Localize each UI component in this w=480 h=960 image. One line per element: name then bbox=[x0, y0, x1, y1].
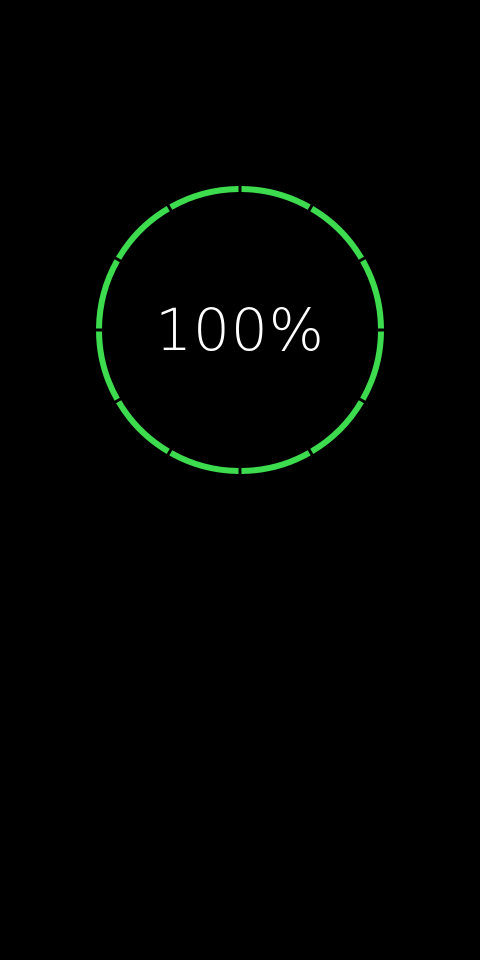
battery-ring-segment bbox=[116, 400, 170, 454]
battery-ring-segment bbox=[169, 450, 239, 474]
battery-ring-graphic bbox=[96, 186, 384, 474]
battery-level-label: 100% bbox=[155, 296, 325, 364]
battery-ring-segment bbox=[310, 206, 364, 260]
battery-ring-segment bbox=[241, 450, 311, 474]
battery-ring-segment bbox=[360, 331, 384, 401]
battery-ring-segment bbox=[169, 186, 239, 210]
battery-ring: 100% bbox=[96, 186, 384, 474]
battery-ring-segment bbox=[241, 186, 311, 210]
battery-ring-segment bbox=[310, 400, 364, 454]
battery-ring-segment bbox=[360, 259, 384, 329]
battery-ring-segment bbox=[96, 331, 120, 401]
battery-ring-segment bbox=[116, 206, 170, 260]
battery-ring-segment bbox=[96, 259, 120, 329]
